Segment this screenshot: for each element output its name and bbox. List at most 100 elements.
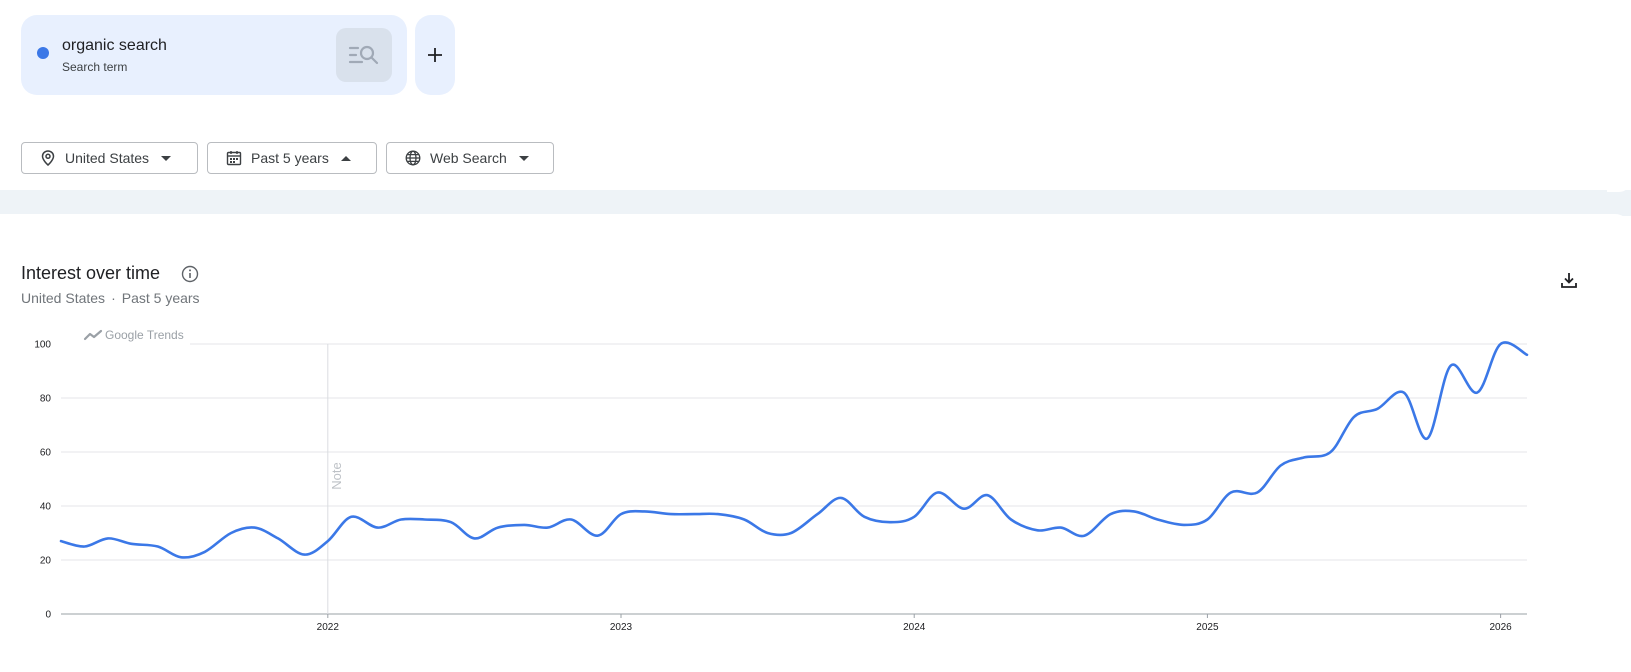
data-point xyxy=(400,518,403,521)
trends-brand-label: Google Trends xyxy=(105,328,184,342)
series-color-dot xyxy=(37,47,49,59)
data-point xyxy=(1279,464,1282,467)
data-point xyxy=(670,513,673,516)
chevron-down-icon xyxy=(518,155,529,161)
data-point xyxy=(1476,391,1479,394)
data-point xyxy=(376,526,379,529)
data-point xyxy=(863,516,866,519)
data-point xyxy=(1499,343,1502,346)
data-point xyxy=(1303,456,1306,459)
data-point xyxy=(1156,518,1159,521)
data-point xyxy=(816,513,819,516)
property-filter[interactable]: Web Search xyxy=(386,142,554,174)
section-divider xyxy=(0,190,1631,216)
data-point xyxy=(277,537,280,540)
y-tick-label: 0 xyxy=(45,610,51,621)
data-point xyxy=(766,532,769,535)
y-tick-label: 40 xyxy=(40,502,52,513)
x-tick-label: 2025 xyxy=(1196,622,1219,632)
data-point xyxy=(497,526,500,529)
data-point xyxy=(1376,408,1379,411)
data-point xyxy=(693,513,696,516)
chart-subtitle: United States · Past 5 years xyxy=(21,290,200,306)
data-point xyxy=(350,516,353,519)
x-tick-label: 2024 xyxy=(903,622,926,632)
data-point xyxy=(913,516,916,519)
subtitle-separator: · xyxy=(111,290,116,306)
data-point xyxy=(107,537,110,540)
data-point xyxy=(1109,513,1112,516)
download-icon[interactable] xyxy=(1560,271,1578,294)
x-tick-label: 2026 xyxy=(1489,622,1512,632)
data-point xyxy=(303,553,306,556)
header-corner xyxy=(1607,180,1631,192)
location-filter[interactable]: United States xyxy=(21,142,198,174)
location-filter-label: United States xyxy=(65,150,150,166)
data-point xyxy=(546,526,549,529)
data-point xyxy=(717,513,720,516)
data-point xyxy=(1526,354,1529,357)
info-icon[interactable] xyxy=(181,265,199,288)
data-point xyxy=(1060,526,1063,529)
data-point xyxy=(1206,518,1209,521)
data-point xyxy=(180,556,183,559)
data-point xyxy=(570,518,573,521)
data-point xyxy=(473,537,476,540)
add-comparison-button[interactable] xyxy=(415,15,455,95)
data-point xyxy=(890,521,893,524)
interest-over-time-chart: 0 20 40 60 80 100 2022 2023 2024 2025 2026 Note Goog… xyxy=(34,328,1529,632)
data-point xyxy=(596,534,599,537)
chart-title: Interest over time xyxy=(21,263,161,283)
data-point xyxy=(157,545,160,548)
y-tick-label: 100 xyxy=(34,340,51,351)
search-term-chip[interactable]: organic search Search term xyxy=(21,15,407,95)
data-point xyxy=(1403,391,1406,394)
data-point xyxy=(1230,491,1233,494)
data-point xyxy=(1036,529,1039,532)
data-point xyxy=(60,540,63,543)
globe-icon xyxy=(404,149,422,167)
data-point xyxy=(1133,510,1136,513)
data-point xyxy=(523,524,526,527)
data-point xyxy=(1329,451,1332,454)
data-point xyxy=(936,491,939,494)
data-point xyxy=(743,518,746,521)
data-point xyxy=(130,543,133,546)
calendar-icon xyxy=(225,149,243,167)
data-point xyxy=(1010,518,1013,521)
search-term-type: Search term xyxy=(62,60,128,74)
add-icon xyxy=(428,48,442,62)
search-term-name: organic search xyxy=(62,37,167,54)
note-label: Note xyxy=(329,462,344,489)
time-range-filter[interactable]: Past 5 years xyxy=(207,142,377,174)
location-pin-icon xyxy=(39,149,57,167)
data-point xyxy=(1426,437,1429,440)
y-tick-label: 60 xyxy=(40,448,52,459)
y-tick-label: 80 xyxy=(40,394,52,405)
data-point xyxy=(963,507,966,510)
data-point xyxy=(840,497,843,500)
data-point xyxy=(643,510,646,513)
data-point xyxy=(230,532,233,535)
x-tick-label: 2023 xyxy=(610,622,633,632)
chevron-down-icon xyxy=(161,155,172,161)
y-tick-label: 20 xyxy=(40,556,52,567)
x-tick-label: 2022 xyxy=(317,622,340,632)
data-point xyxy=(423,518,426,521)
data-point xyxy=(253,526,256,529)
data-point xyxy=(1083,534,1086,537)
time-range-filter-label: Past 5 years xyxy=(251,150,329,166)
data-point xyxy=(1183,524,1186,527)
chevron-up-icon xyxy=(340,155,351,161)
property-filter-label: Web Search xyxy=(430,150,507,166)
subtitle-range: Past 5 years xyxy=(121,290,200,306)
compare-icon[interactable] xyxy=(336,28,392,82)
interest-over-time-card xyxy=(0,214,1631,672)
data-point xyxy=(620,513,623,516)
data-point xyxy=(1353,416,1356,419)
trends-logo-icon xyxy=(83,329,103,341)
subtitle-location: United States xyxy=(21,290,106,306)
data-point xyxy=(450,521,453,524)
data-point xyxy=(790,532,793,535)
data-point xyxy=(83,545,86,548)
